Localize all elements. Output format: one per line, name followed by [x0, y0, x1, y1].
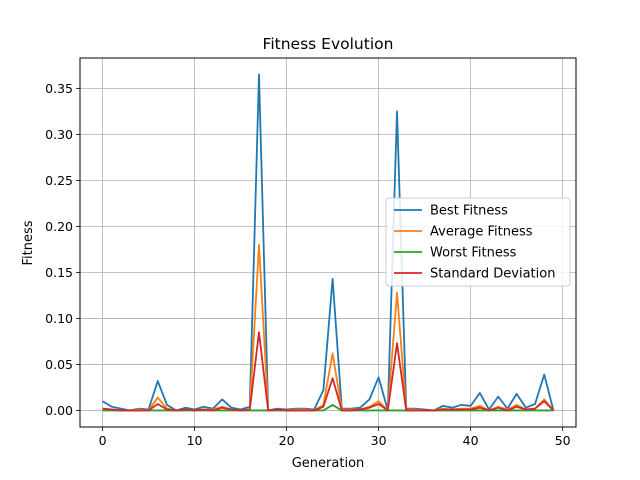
y-axis-label: Fitness [21, 220, 36, 265]
y-tick-label: 0.35 [45, 81, 73, 96]
legend-label: Average Fitness [430, 225, 533, 240]
x-tick-label: 20 [279, 433, 295, 448]
legend-label: Worst Fitness [430, 246, 517, 261]
plot-frame [79, 57, 577, 428]
x-tick-label: 0 [99, 433, 107, 448]
y-axis-ticks: 0.00 0.05 0.10 0.15 0.20 0.25 0.30 0.35 [45, 81, 80, 418]
y-tick-label: 0.05 [45, 357, 73, 372]
legend-label: Standard Deviation [430, 267, 555, 282]
y-tick-label: 0.10 [45, 311, 73, 326]
y-tick-label: 0.15 [45, 265, 73, 280]
legend-label: Best Fitness [430, 204, 508, 219]
x-axis-ticks: 0 10 20 30 40 50 [99, 427, 571, 448]
y-tick-label: 0.30 [45, 127, 73, 142]
legend-box [385, 197, 571, 287]
x-tick-label: 50 [555, 433, 571, 448]
x-tick-label: 40 [463, 433, 479, 448]
series-lines [102, 73, 555, 412]
chart-title: Fitness Evolution [263, 35, 394, 53]
x-tick-label: 30 [371, 433, 387, 448]
x-tick-label: 10 [187, 433, 203, 448]
y-tick-label: 0.20 [45, 219, 73, 234]
y-tick-label: 0.25 [45, 173, 73, 188]
legend: Best Fitness Average Fitness Worst Fitness… [385, 197, 571, 287]
x-axis-label: Generation [292, 456, 365, 471]
y-tick-label: 0.00 [45, 403, 73, 418]
series-line-3 [102, 331, 555, 412]
